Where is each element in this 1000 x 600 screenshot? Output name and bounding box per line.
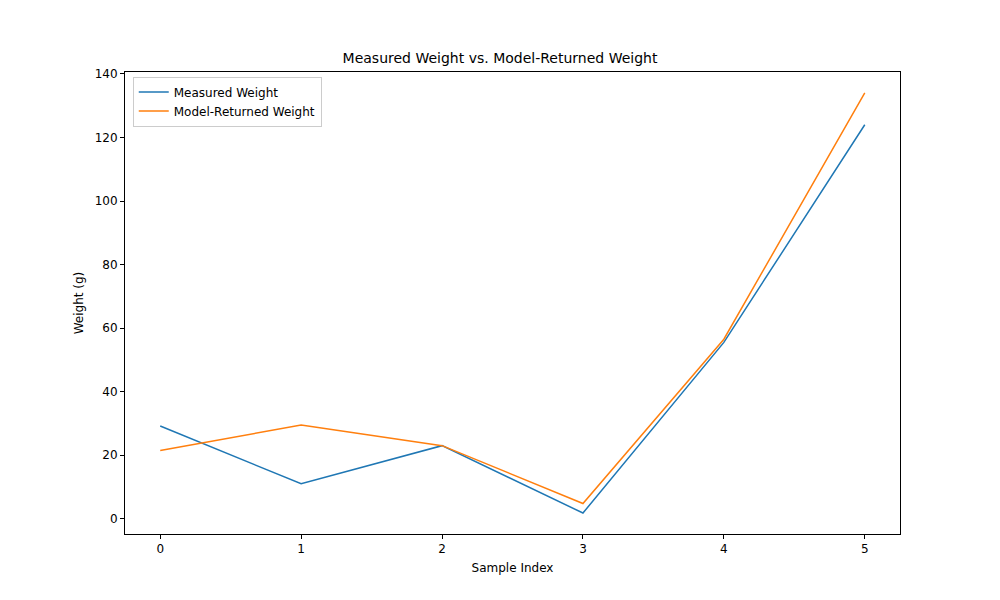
- svg-text:5: 5: [861, 542, 869, 556]
- svg-text:20: 20: [102, 448, 117, 462]
- svg-text:60: 60: [102, 321, 117, 335]
- svg-text:Measured Weight vs. Model-Retu: Measured Weight vs. Model-Returned Weigh…: [343, 50, 658, 66]
- svg-text:Weight (g): Weight (g): [72, 272, 86, 335]
- svg-text:0: 0: [156, 542, 164, 556]
- svg-text:Measured Weight: Measured Weight: [174, 86, 279, 100]
- svg-text:Sample Index: Sample Index: [472, 561, 554, 575]
- svg-text:3: 3: [579, 542, 587, 556]
- svg-text:120: 120: [95, 131, 118, 145]
- svg-text:2: 2: [438, 542, 446, 556]
- svg-text:140: 140: [95, 67, 118, 81]
- svg-text:Model-Returned Weight: Model-Returned Weight: [174, 105, 315, 119]
- svg-text:100: 100: [95, 194, 118, 208]
- svg-text:40: 40: [102, 385, 117, 399]
- svg-text:80: 80: [102, 258, 117, 272]
- svg-text:4: 4: [720, 542, 728, 556]
- svg-text:0: 0: [110, 512, 118, 526]
- svg-text:1: 1: [297, 542, 305, 556]
